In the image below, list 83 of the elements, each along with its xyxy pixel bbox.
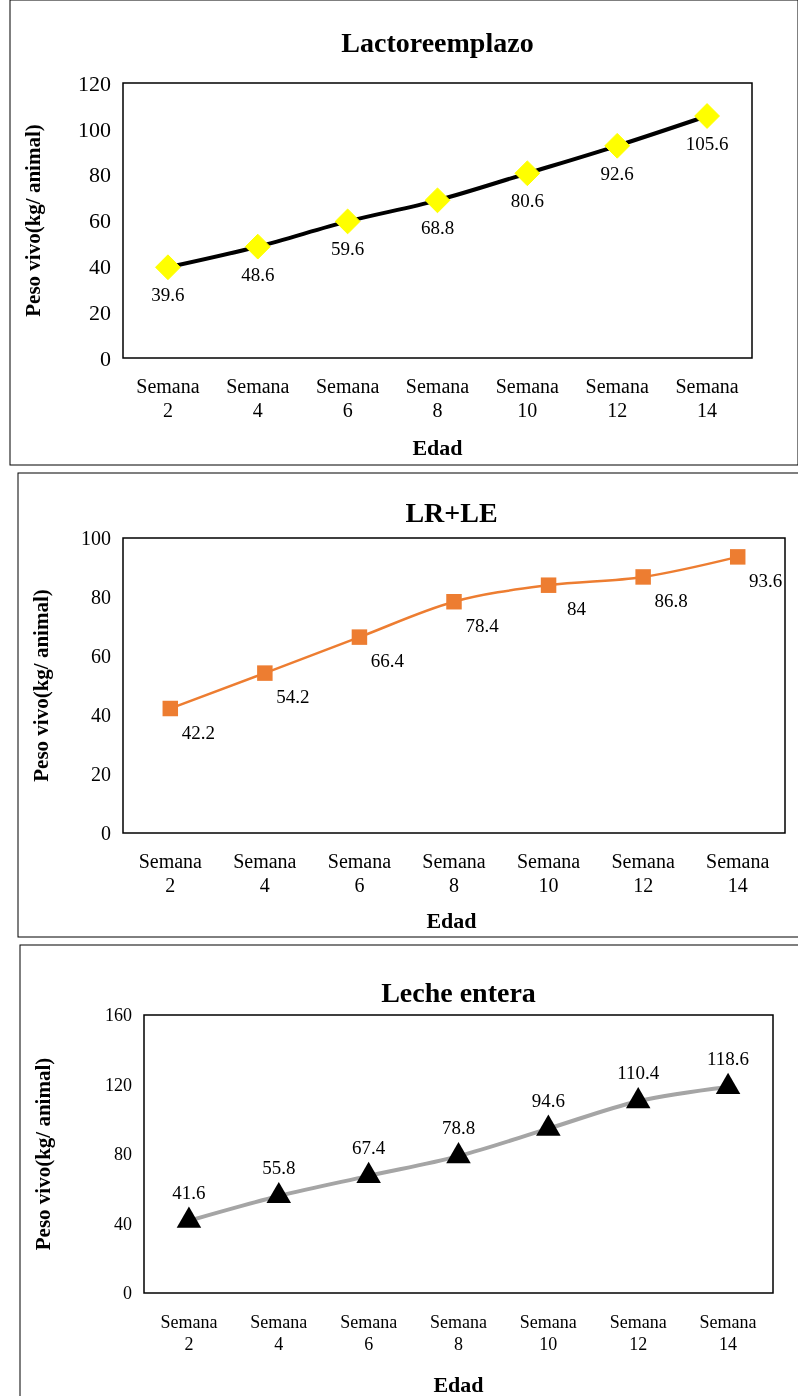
y-tick-label: 100 — [81, 527, 111, 549]
data-label: 66.4 — [370, 650, 405, 672]
x-tick-label: Semana 2 — [136, 375, 200, 421]
data-label: 55.8 — [262, 1157, 296, 1179]
x-tick-label: Semana 4 — [226, 375, 290, 421]
x-tick-label: Semana 2 — [160, 1312, 218, 1354]
x-tick-label: Semana 12 — [609, 1312, 667, 1354]
y-tick-label: 40 — [91, 704, 111, 726]
data-label: 39.6 — [151, 284, 185, 306]
data-label: 67.4 — [352, 1136, 386, 1158]
x-axis-title: Edad — [433, 1372, 484, 1396]
data-label: 54.2 — [276, 686, 310, 708]
x-tick-label: Semana 14 — [706, 850, 770, 896]
y-tick-label: 0 — [123, 1283, 132, 1304]
x-axis-title: Edad — [426, 908, 477, 933]
x-tick-label: Semana 14 — [699, 1312, 757, 1354]
point — [635, 569, 651, 585]
chart-title: Leche entera — [381, 977, 536, 1008]
y-tick-label: 80 — [91, 586, 111, 608]
x-tick-label: Semana 10 — [495, 375, 560, 421]
point — [694, 103, 720, 129]
data-label: 94.6 — [531, 1089, 565, 1111]
y-tick-label: 100 — [78, 116, 111, 142]
y-axis-title: Peso vivo(kg/ animal) — [29, 589, 53, 782]
y-tick-label: 40 — [89, 254, 111, 280]
x-tick-label: Semana 6 — [315, 375, 380, 421]
y-tick-label: 20 — [91, 763, 111, 785]
x-axis-title: Edad — [412, 435, 463, 460]
data-label: 105.6 — [685, 133, 729, 154]
x-tick-label: Semana 8 — [430, 1312, 487, 1354]
point — [334, 208, 361, 235]
chart-title: Lactoreemplazo — [341, 27, 534, 58]
point — [257, 665, 273, 681]
point — [540, 577, 557, 593]
data-label: 48.6 — [241, 263, 275, 285]
y-tick-label: 20 — [89, 299, 111, 325]
y-tick-label: 160 — [105, 1005, 132, 1026]
x-tick-label: Semana 8 — [422, 850, 486, 896]
y-tick-label: 80 — [89, 162, 111, 188]
x-tick-label: Semana 14 — [675, 375, 739, 421]
x-tick-label: Semana 12 — [611, 850, 675, 896]
point — [162, 700, 179, 717]
data-label: 86.8 — [654, 589, 688, 611]
data-label: 59.6 — [331, 238, 365, 260]
y-tick-label: 0 — [101, 822, 111, 844]
data-label: 78.4 — [465, 614, 500, 636]
y-tick-label: 120 — [78, 70, 111, 96]
x-tick-label: Semana 4 — [233, 850, 297, 896]
point — [514, 160, 541, 187]
point — [604, 132, 631, 159]
x-tick-label: Semana 6 — [327, 850, 392, 896]
x-tick-label: Semana 6 — [340, 1312, 398, 1354]
y-tick-label: 60 — [89, 208, 111, 234]
point — [424, 187, 451, 214]
x-tick-label: Semana 12 — [585, 375, 649, 421]
x-tick-label: Semana 10 — [516, 850, 581, 896]
data-label: 80.6 — [510, 190, 544, 212]
y-tick-label: 60 — [91, 645, 111, 667]
x-tick-label: Semana 8 — [405, 375, 470, 421]
y-tick-label: 0 — [100, 345, 111, 371]
data-label: 93.6 — [749, 569, 783, 591]
point — [244, 233, 271, 260]
data-label: 84 — [567, 598, 587, 620]
data-label: 42.2 — [181, 721, 215, 743]
y-axis-title: Peso vivo(kg/ animal) — [21, 124, 45, 317]
data-label: 110.4 — [617, 1062, 660, 1084]
y-tick-label: 120 — [105, 1074, 132, 1095]
data-label: 68.8 — [420, 217, 455, 239]
y-tick-label: 80 — [114, 1144, 132, 1165]
point — [155, 254, 181, 281]
data-label: 118.6 — [707, 1047, 750, 1069]
chart-title: LR+LE — [405, 497, 498, 528]
x-tick-label: Semana 4 — [250, 1312, 308, 1354]
point — [729, 549, 746, 565]
point — [446, 593, 462, 610]
data-label: 92.6 — [600, 162, 634, 184]
data-label: 41.6 — [172, 1181, 206, 1203]
x-tick-label: Semana 2 — [138, 850, 203, 896]
x-tick-label: Semana 10 — [519, 1312, 577, 1354]
y-tick-label: 40 — [114, 1213, 132, 1234]
point — [351, 629, 368, 645]
y-axis-title: Peso vivo(kg/ animal) — [31, 1057, 55, 1251]
data-label: 78.8 — [441, 1117, 476, 1139]
